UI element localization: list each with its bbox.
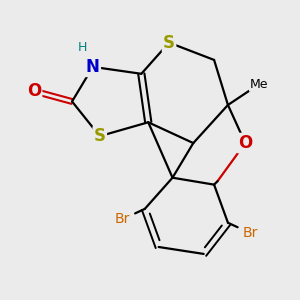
Text: N: N: [86, 58, 100, 76]
Text: O: O: [27, 82, 41, 100]
Text: H: H: [78, 41, 87, 54]
Text: Br: Br: [115, 212, 130, 226]
Text: S: S: [163, 34, 175, 52]
Text: Me: Me: [250, 78, 268, 91]
Text: Br: Br: [243, 226, 258, 240]
Text: S: S: [94, 127, 106, 145]
Text: O: O: [238, 134, 252, 152]
